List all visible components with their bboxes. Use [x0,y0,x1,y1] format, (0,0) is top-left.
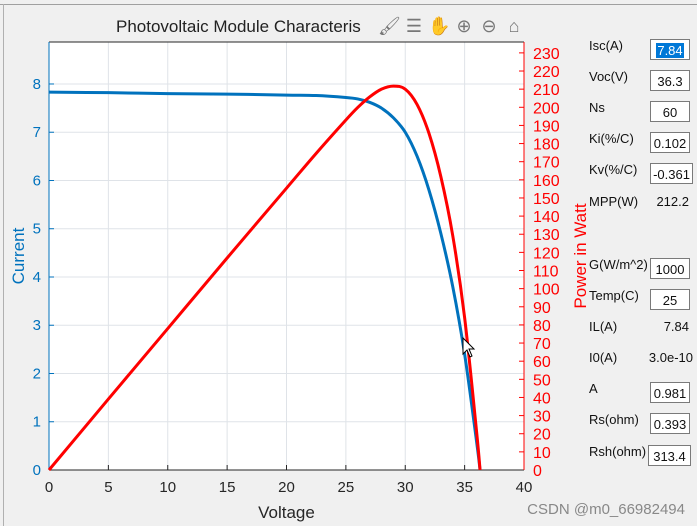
y2-tick-label: 40 [533,390,551,407]
y-tick-label: 8 [33,76,41,93]
kv-label: Kv(%/C) [589,162,638,177]
y2-tick-label: 170 [533,155,560,172]
rsh-input[interactable]: 313.4 [648,445,691,466]
y-tick-label: 2 [33,365,41,382]
y-axis-label: Current [9,227,28,284]
y2-tick-label: 0 [533,463,542,480]
mpp-label: MPP(W) [589,194,639,209]
y2-tick-label: 70 [533,336,551,353]
x-tick-label: 25 [338,479,355,496]
mouse-cursor-icon [462,336,476,358]
y-tick-label: 4 [33,269,41,286]
il-label: IL(A) [589,319,618,334]
y-tick-label: 3 [33,317,41,334]
y2-tick-label: 210 [533,82,560,99]
ki-input[interactable]: 0.102 [650,132,690,153]
y2-tick-label: 20 [533,427,551,444]
g-input[interactable]: 1000 [650,258,690,279]
zoom-out-icon[interactable]: ⊖ [481,16,497,36]
y2-tick-label: 50 [533,372,551,389]
watermark: CSDN @m0_66982494 [527,501,685,518]
y2-tick-label: 220 [533,64,560,81]
isc-label: Isc(A) [589,38,623,53]
y-tick-label: 5 [33,221,41,238]
x-tick-label: 15 [219,479,236,496]
x-tick-label: 35 [456,479,473,496]
current-curve [48,90,482,471]
y-tick-label: 0 [33,462,41,479]
a-label: A [589,381,598,396]
legend-icon[interactable]: ☰ [405,16,423,36]
ns-input[interactable]: 60 [650,101,690,122]
y-tick-label: 6 [33,172,41,189]
isc-input[interactable]: 7.84 [650,39,690,60]
temp-input[interactable]: 25 [650,289,690,310]
y2-tick-label: 130 [533,227,560,244]
zoom-in-icon[interactable]: ⊕ [456,16,472,36]
rs-label: Rs(ohm) [589,412,639,427]
rsh-label: Rsh(ohm) [589,444,647,459]
y2-tick-label: 150 [533,191,560,208]
mpp-value: 212.2 [656,194,689,209]
i0-label: I0(A) [589,350,618,365]
a-input[interactable]: 0.981 [650,382,690,403]
y2-tick-label: 30 [533,409,551,426]
y2-tick-label: 60 [533,354,551,371]
x-tick-label: 30 [397,479,414,496]
brush-icon[interactable]: 🖌 [378,16,401,36]
y2-tick-label: 200 [533,100,560,117]
voc-input[interactable]: 36.3 [650,70,690,91]
ns-label: Ns [589,100,605,115]
x-tick-label: 5 [104,479,112,496]
window-edge [0,4,4,526]
home-icon[interactable]: ⌂ [508,16,520,36]
x-tick-label: 0 [45,479,53,496]
temp-label: Temp(C) [589,288,639,303]
axes-toolbar: 🖌 ☰ ✋ ⊕ ⊖ ⌂ [378,15,525,37]
y2-tick-label: 90 [533,300,551,317]
rs-input[interactable]: 0.393 [650,413,690,434]
y2-tick-label: 190 [533,118,560,135]
y2-tick-label: 160 [533,173,560,190]
kv-input[interactable]: -0.361 [650,163,693,184]
y-tick-label: 7 [33,124,41,141]
x-axis-label: Voltage [258,503,315,522]
y-tick-label: 1 [33,414,41,431]
y2-tick-label: 100 [533,282,560,299]
pan-hand-icon[interactable]: ✋ [428,16,451,36]
chart-title: Photovoltaic Module Characteris [116,17,361,36]
power-curve [47,84,482,471]
y2-tick-label: 230 [533,46,560,63]
window-frame [0,0,697,5]
y2-tick-label: 80 [533,318,551,335]
y2-axis-label: Power in Watt [571,203,590,308]
voc-label: Voc(V) [589,69,629,84]
y2-tick-label: 180 [533,137,560,154]
g-label: G(W/m^2) [589,257,648,272]
y2-tick-label: 110 [533,264,559,281]
il-value: 7.84 [663,319,689,334]
x-tick-label: 10 [159,479,176,496]
x-tick-label: 20 [278,479,295,496]
ki-label: Ki(%/C) [589,131,634,146]
y2-tick-label: 120 [533,245,560,262]
y2-tick-label: 10 [533,445,551,462]
x-tick-label: 40 [516,479,533,496]
y2-tick-label: 140 [533,209,560,226]
i0-value: 3.0e-10 [648,350,693,365]
